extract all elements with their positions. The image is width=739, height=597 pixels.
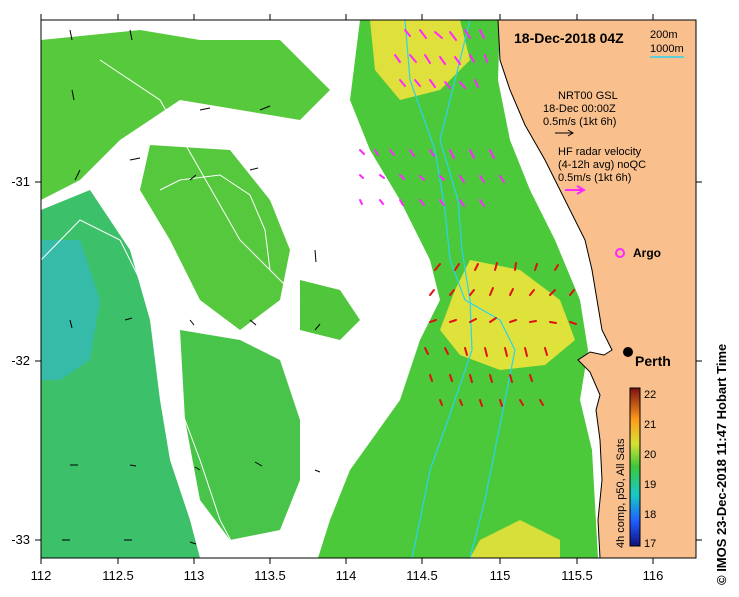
wind-arrows bbox=[62, 29, 321, 545]
argo-marker-icon bbox=[615, 248, 625, 258]
land-mass bbox=[497, 20, 696, 558]
radar-vectors-south bbox=[424, 262, 577, 407]
colorbar-tick: 17 bbox=[644, 538, 656, 550]
y-tick-label: -32 bbox=[11, 353, 30, 368]
x-tick-label: 115 bbox=[490, 568, 511, 583]
colorbar-tick: 20 bbox=[644, 449, 656, 461]
date-label: 18-Dec-2018 04Z bbox=[514, 30, 624, 46]
x-tick-label: 112.5 bbox=[102, 568, 134, 583]
x-tick-label: 113.5 bbox=[254, 568, 286, 583]
depth-legend-200: 200m bbox=[650, 29, 678, 41]
colorbar-ticks: 22 21 20 19 18 17 bbox=[644, 389, 656, 550]
x-tick-label: 114 bbox=[336, 568, 357, 583]
depth-legend-1000: 1000m bbox=[650, 43, 684, 55]
x-tick-label: 113 bbox=[184, 568, 205, 583]
radar-legend-line2: (4-12h avg) noQC bbox=[558, 159, 646, 171]
y-tick-label: -33 bbox=[11, 532, 30, 547]
map-plot bbox=[41, 20, 696, 558]
city-label: Perth bbox=[635, 353, 671, 369]
radar-legend-line1: HF radar velocity bbox=[558, 146, 642, 158]
wind-legend-line1: NRT00 GSL bbox=[558, 90, 618, 102]
map-frame bbox=[40, 19, 697, 559]
x-tick-marks bbox=[35, 14, 702, 564]
colorbar bbox=[629, 387, 641, 547]
sst-warm-north bbox=[370, 20, 470, 100]
wind-legend-line3: 0.5m/s (1kt 6h) bbox=[543, 116, 616, 128]
x-tick-labels: 112 112.5 113 113.5 114 114.5 115 115.5 … bbox=[31, 568, 664, 583]
argo-label: Argo bbox=[633, 246, 661, 260]
x-tick-label: 115.5 bbox=[561, 568, 593, 583]
colorbar-tick: 21 bbox=[644, 419, 656, 431]
perth-marker-icon bbox=[623, 347, 633, 357]
credit-line: © IMOS 23-Dec-2018 11:47 Hobart Time bbox=[714, 343, 729, 585]
y-tick-label: -31 bbox=[11, 174, 30, 189]
radar-legend-line3: 0.5m/s (1kt 6h) bbox=[558, 172, 631, 184]
y-tick-labels: -31 -32 -33 bbox=[11, 174, 30, 547]
wind-legend-line2: 18-Dec 00:00Z bbox=[543, 103, 616, 115]
isobath-200m bbox=[411, 20, 473, 558]
sst-northwest-patch bbox=[41, 30, 330, 200]
colorbar-tick: 19 bbox=[644, 479, 656, 491]
x-tick-label: 116 bbox=[643, 568, 664, 583]
sst-mid-patch bbox=[140, 145, 290, 330]
radar-vectors-north bbox=[359, 29, 505, 207]
colorbar-tick: 18 bbox=[644, 509, 656, 521]
x-tick-label: 112 bbox=[31, 568, 52, 583]
colorbar-label: 4h comp, p50, All Sats bbox=[615, 438, 627, 548]
sst-warm-core bbox=[440, 260, 575, 370]
x-tick-label: 114.5 bbox=[406, 568, 438, 583]
colorbar-tick: 22 bbox=[644, 389, 656, 401]
